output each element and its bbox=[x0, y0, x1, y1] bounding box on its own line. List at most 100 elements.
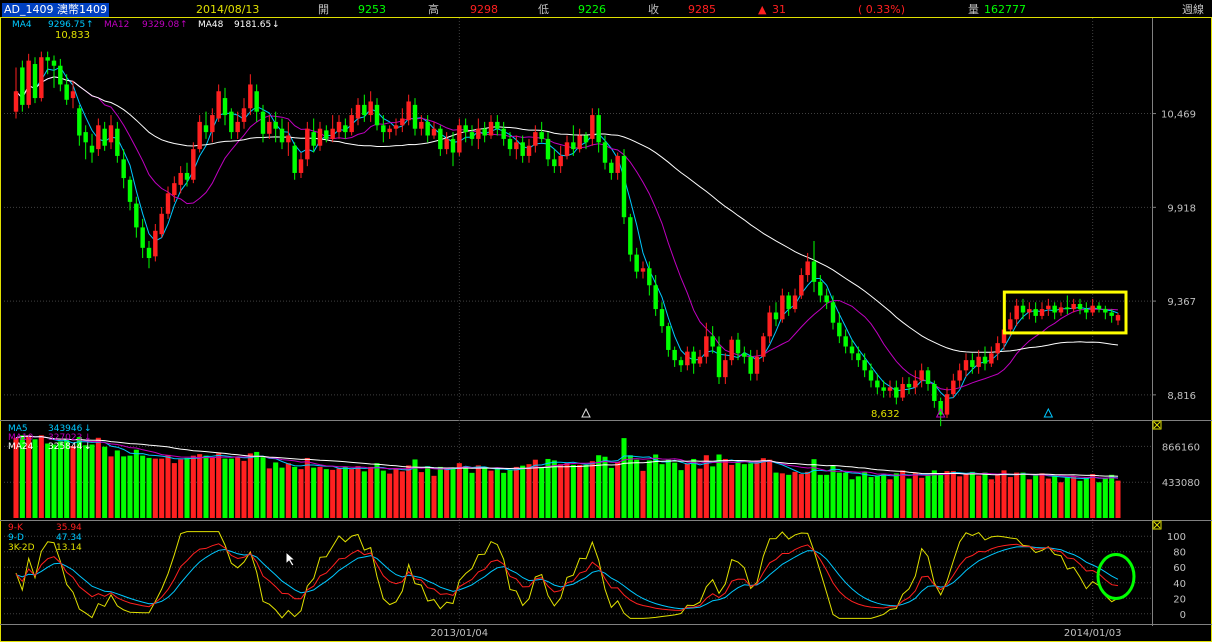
candle-body bbox=[400, 118, 405, 126]
candle-body bbox=[634, 254, 639, 272]
kd-tick-label: 0 bbox=[1180, 610, 1186, 621]
price-tick-label: 10,469 bbox=[1161, 110, 1196, 121]
volume-bar bbox=[355, 466, 361, 518]
candle-body bbox=[894, 387, 899, 398]
volume-bar bbox=[963, 473, 969, 518]
candle-body bbox=[476, 128, 481, 139]
candle-body bbox=[856, 353, 861, 361]
k-legend-name: 9-K bbox=[8, 523, 23, 533]
volume-bar bbox=[1026, 479, 1032, 518]
volume-bar bbox=[323, 469, 329, 518]
candle-body bbox=[659, 309, 665, 327]
candle-body bbox=[862, 360, 867, 371]
candle-body bbox=[811, 261, 817, 282]
candle-body bbox=[716, 346, 722, 378]
candle-body bbox=[691, 351, 696, 364]
candle-body bbox=[178, 172, 183, 185]
volume-bar bbox=[748, 463, 754, 518]
volume-bar bbox=[672, 462, 678, 518]
candle-body bbox=[438, 128, 443, 150]
volume-bar bbox=[330, 469, 336, 518]
volume-bar bbox=[209, 457, 215, 518]
volume-bar bbox=[767, 459, 773, 518]
volume-bar bbox=[197, 454, 203, 518]
volume-bar bbox=[957, 476, 963, 518]
candle-body bbox=[419, 121, 424, 129]
candle-body bbox=[495, 121, 500, 129]
candle-body bbox=[83, 132, 88, 143]
volume-value: 162777 bbox=[984, 3, 1026, 16]
candle-body bbox=[780, 295, 785, 320]
candle-body bbox=[51, 60, 57, 66]
axis-labels: 2013/01/04 2014/01/03 10,469 9,918 9,367 8,81… bbox=[431, 110, 1200, 639]
candle-body bbox=[184, 172, 190, 180]
volume-bar bbox=[735, 462, 741, 518]
volume-bar bbox=[285, 463, 291, 518]
volume-bar bbox=[874, 475, 880, 518]
candle-body bbox=[913, 380, 918, 388]
ma4-legend-name: MA4 bbox=[12, 20, 32, 30]
candle-body bbox=[311, 132, 316, 146]
volume-bar bbox=[691, 458, 697, 518]
volume-bar bbox=[1083, 477, 1089, 518]
volume-bar bbox=[931, 470, 937, 518]
change-percent: ( 0.33%) bbox=[858, 3, 906, 16]
candle-body bbox=[761, 336, 766, 357]
volume-bar bbox=[912, 472, 918, 518]
volume-bar bbox=[488, 470, 494, 518]
signal-triangle-icon bbox=[935, 407, 946, 418]
candle-body bbox=[1115, 315, 1121, 321]
volume-bar bbox=[102, 446, 108, 518]
volume-bar bbox=[824, 474, 830, 518]
k-line bbox=[15, 543, 1119, 611]
volume-bar bbox=[659, 464, 665, 518]
candle-body bbox=[127, 179, 133, 202]
candle-body bbox=[729, 339, 734, 361]
k-legend-value: 35.94 bbox=[56, 523, 82, 533]
volume-bar bbox=[152, 458, 158, 518]
symbol-label[interactable]: AD_1409 澳幣1409 bbox=[2, 3, 109, 17]
ma12-legend-value: 9329.08 bbox=[142, 20, 180, 30]
candle-body bbox=[539, 132, 544, 139]
ma4-legend-value: 9296.75 bbox=[48, 20, 86, 30]
candle-body bbox=[362, 104, 367, 116]
volume-bar bbox=[741, 464, 747, 518]
volume-bar bbox=[551, 460, 557, 518]
candle-body bbox=[77, 108, 82, 136]
highlight-circle bbox=[1096, 553, 1136, 601]
candle-body bbox=[754, 356, 760, 374]
candle-body bbox=[1033, 309, 1038, 316]
volume-bar bbox=[830, 465, 836, 518]
d-line bbox=[15, 546, 1119, 610]
candle-body bbox=[488, 121, 494, 136]
candle-body bbox=[406, 101, 411, 121]
volume-bar bbox=[336, 468, 342, 518]
volume-bar bbox=[1039, 473, 1045, 518]
vol-ma24-line bbox=[15, 435, 1119, 477]
x-tick-label: 2013/01/04 bbox=[431, 628, 489, 639]
volume-bar bbox=[760, 458, 766, 518]
volume-bar bbox=[602, 456, 608, 518]
period-label[interactable]: 週線 bbox=[1182, 3, 1204, 16]
outer-frame bbox=[0, 17, 1212, 642]
candle-body bbox=[260, 111, 266, 134]
candle-body bbox=[292, 145, 297, 173]
candle-body bbox=[938, 400, 943, 415]
candle-body bbox=[412, 104, 418, 129]
candle-body bbox=[647, 268, 652, 286]
volume-bar bbox=[95, 437, 101, 518]
ma12-legend-name: MA12 bbox=[104, 20, 130, 30]
change-value: 31 bbox=[772, 3, 786, 16]
volume-bar bbox=[938, 474, 944, 518]
volume-bar bbox=[982, 472, 988, 518]
volume-bar bbox=[532, 459, 538, 518]
kd-tick-label: 40 bbox=[1173, 579, 1186, 590]
candle-body bbox=[995, 343, 1000, 354]
candle-body bbox=[140, 227, 145, 248]
candle-body bbox=[26, 60, 31, 105]
candle-body bbox=[1008, 319, 1013, 330]
volume-bar bbox=[361, 471, 367, 518]
pane-close-icon-cross bbox=[1153, 521, 1161, 529]
candle-body bbox=[279, 128, 285, 143]
